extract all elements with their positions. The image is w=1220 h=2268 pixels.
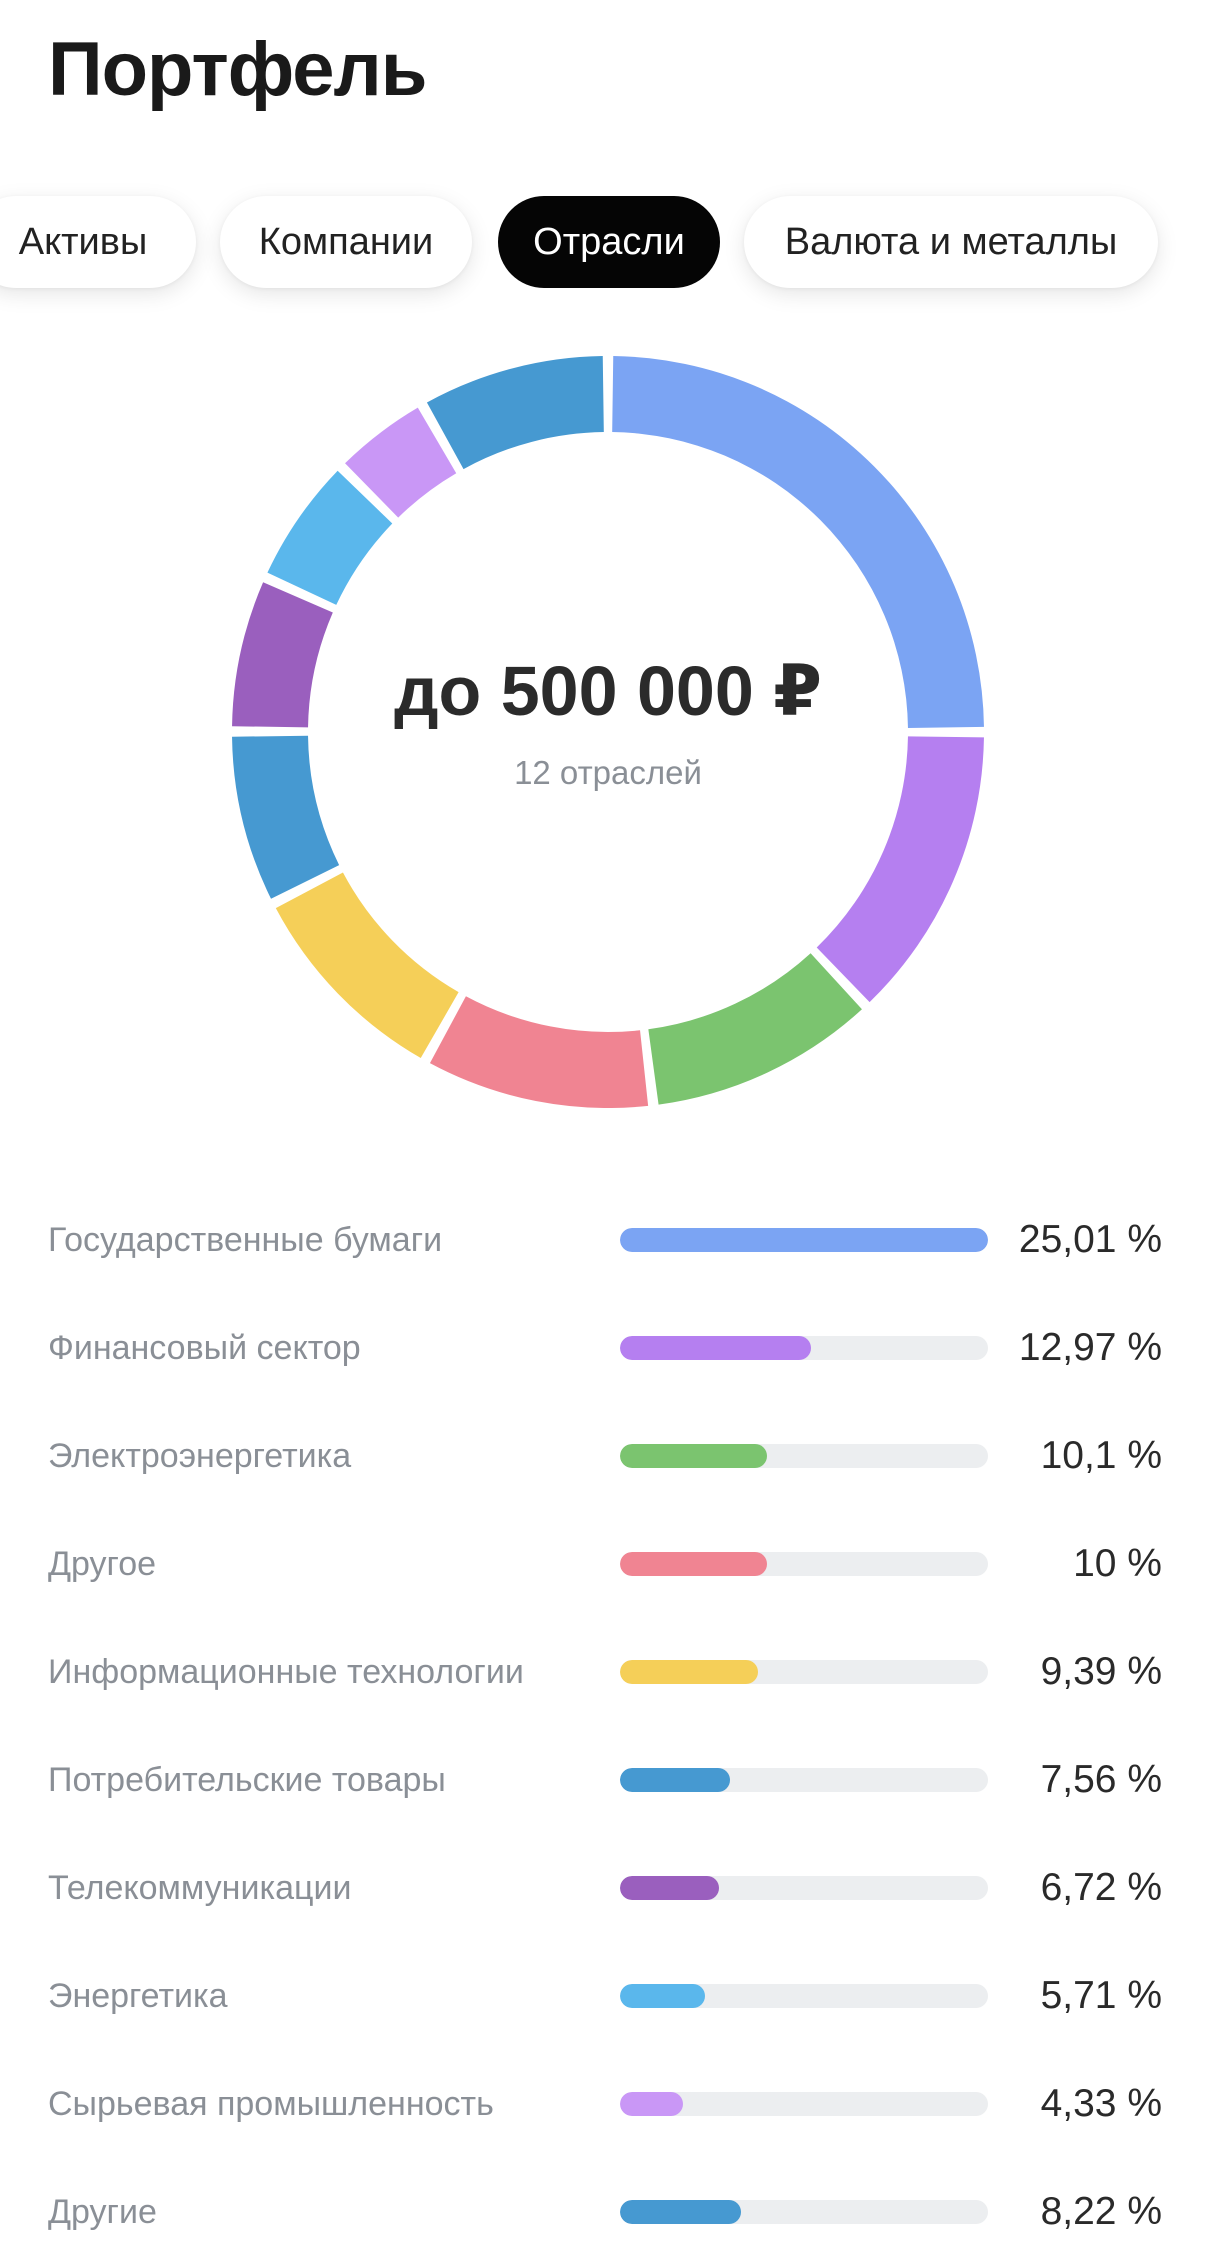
legend-row[interactable]: Финансовый сектор 12,97 % [0, 1308, 1220, 1388]
donut-svg [232, 356, 984, 1108]
legend-bar-track [620, 1552, 988, 1576]
legend-bar-fill [620, 1444, 768, 1468]
donut-slice[interactable] [232, 735, 340, 899]
donut-slice[interactable] [426, 356, 604, 470]
page-title: Портфель [48, 27, 427, 112]
legend-bar-track [620, 1660, 988, 1684]
donut-slice[interactable] [232, 582, 333, 728]
legend-label: Сырьевая промышленность [48, 2085, 494, 2123]
legend-row[interactable]: Телекоммуникации 6,72 % [0, 1848, 1220, 1928]
legend-label: Финансовый сектор [48, 1329, 361, 1367]
donut-slice[interactable] [275, 872, 459, 1059]
legend-row[interactable]: Информационные технологии 9,39 % [0, 1632, 1220, 1712]
legend-row[interactable]: Энергетика 5,71 % [0, 1956, 1220, 2036]
legend-value: 12,97 % [1018, 1326, 1162, 1369]
legend-label: Государственные бумаги [48, 1221, 443, 1259]
legend-label: Телекоммуникации [48, 1869, 352, 1907]
donut-slice[interactable] [648, 953, 862, 1105]
legend-row[interactable]: Другое 10 % [0, 1524, 1220, 1604]
tab-companies[interactable]: Компании [220, 196, 472, 288]
tab-currency-metals[interactable]: Валюта и металлы [744, 196, 1158, 288]
legend-bar-fill [620, 1552, 768, 1576]
category-tabs: Активы Компании Отрасли Валюта и металлы [0, 196, 1220, 292]
legend-row[interactable]: Государственные бумаги 25,01 % [0, 1200, 1220, 1280]
legend-row[interactable]: Сырьевая промышленность 4,33 % [0, 2064, 1220, 2144]
legend-label: Потребительские товары [48, 1761, 446, 1799]
legend-bar-fill [620, 1660, 758, 1684]
legend-bar-fill [620, 1768, 731, 1792]
legend-bar-track [620, 1876, 988, 1900]
legend-value: 8,22 % [1040, 2190, 1162, 2233]
legend-bar-track [620, 2092, 988, 2116]
legend-bar-fill [620, 1228, 988, 1252]
donut-slice[interactable] [612, 356, 984, 728]
tab-industries[interactable]: Отрасли [498, 196, 720, 288]
legend-value: 7,56 % [1040, 1758, 1162, 1801]
legend-row[interactable]: Электроэнергетика 10,1 % [0, 1416, 1220, 1496]
legend-label: Информационные технологии [48, 1653, 524, 1691]
legend-label: Другое [48, 1545, 157, 1583]
legend-value: 4,33 % [1040, 2082, 1162, 2125]
donut-slice[interactable] [816, 736, 984, 1003]
legend-value: 10 % [1073, 1542, 1162, 1585]
legend-value: 9,39 % [1040, 1650, 1162, 1693]
legend-bar-fill [620, 2092, 683, 2116]
donut-slice[interactable] [429, 996, 649, 1108]
donut-slice[interactable] [345, 407, 457, 518]
tab-assets[interactable]: Активы [0, 196, 196, 288]
legend-bar-track [620, 1444, 988, 1468]
legend-bar-fill [620, 1984, 705, 2008]
legend-value: 5,71 % [1040, 1974, 1162, 2017]
legend-bar-track [620, 1984, 988, 2008]
donut-slice[interactable] [267, 470, 393, 605]
legend-value: 10,1 % [1040, 1434, 1162, 1477]
legend-row[interactable]: Потребительские товары 7,56 % [0, 1740, 1220, 1820]
legend-label: Энергетика [48, 1977, 228, 2015]
legend-row[interactable]: Другие 8,22 % [0, 2172, 1220, 2252]
legend-bar-track [620, 1768, 988, 1792]
legend-bar-track [620, 1228, 988, 1252]
legend-bar-track [620, 2200, 988, 2224]
legend-value: 6,72 % [1040, 1866, 1162, 1909]
legend-bar-track [620, 1336, 988, 1360]
legend-bar-fill [620, 1336, 812, 1360]
legend-value: 25,01 % [1018, 1218, 1162, 1261]
industry-donut-chart [232, 356, 984, 1108]
legend-label: Электроэнергетика [48, 1437, 352, 1475]
legend-label: Другие [48, 2193, 157, 2231]
legend-bar-fill [620, 2200, 742, 2224]
legend-bar-fill [620, 1876, 720, 1900]
